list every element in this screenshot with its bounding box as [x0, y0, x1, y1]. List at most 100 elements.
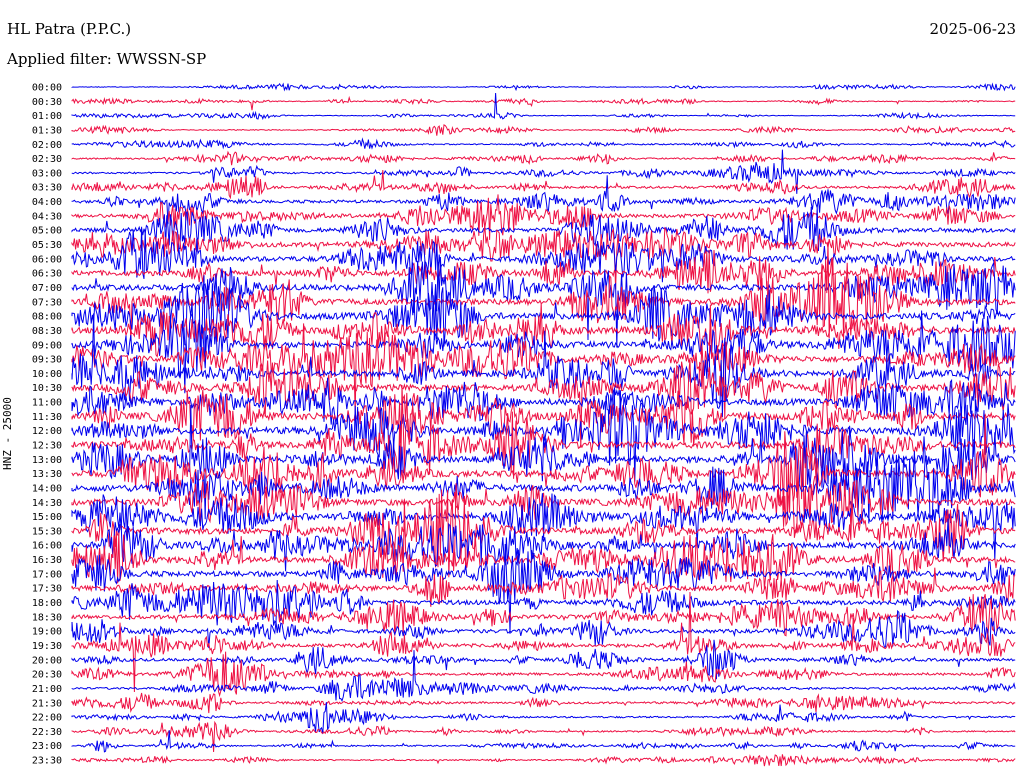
time-tick-label: 14:30 — [32, 498, 62, 509]
trace-row — [71, 310, 1016, 394]
time-tick-label: 12:30 — [32, 441, 62, 452]
time-tick-label: 01:30 — [32, 125, 62, 136]
trace-row — [71, 543, 1016, 634]
time-tick-label: 06:30 — [32, 269, 62, 280]
time-tick-label: 20:00 — [32, 655, 62, 666]
time-tick-label: 04:00 — [32, 197, 62, 208]
trace-row — [71, 206, 1016, 252]
trace-row — [71, 692, 1016, 714]
trace-row — [71, 124, 1016, 136]
trace-row — [71, 651, 1016, 698]
trace-row — [71, 377, 1016, 425]
time-tick-label: 11:00 — [32, 398, 62, 409]
date-label: 2025-06-23 — [929, 20, 1016, 38]
trace-row — [71, 493, 1016, 560]
time-tick-label: 16:00 — [32, 541, 62, 552]
time-tick-label: 17:30 — [32, 584, 62, 595]
time-tick-label: 15:00 — [32, 512, 62, 523]
station-title: HL Patra (P.P.C.) — [7, 20, 132, 38]
time-tick-label: 03:30 — [32, 183, 62, 194]
time-tick-label: 02:00 — [32, 140, 62, 151]
trace-row — [71, 730, 1016, 753]
trace-row — [71, 241, 1016, 342]
trace-row — [71, 194, 1016, 240]
time-tick-label: 22:30 — [32, 727, 62, 738]
time-tick-label: 08:30 — [32, 326, 62, 337]
trace-row — [71, 416, 1016, 517]
time-tick-label: 15:30 — [32, 526, 62, 537]
time-tick-label: 14:00 — [32, 483, 62, 494]
time-tick-label: 10:00 — [32, 369, 62, 380]
time-tick-label: 16:30 — [32, 555, 62, 566]
trace-row — [71, 304, 1016, 420]
time-tick-label: 09:00 — [32, 340, 62, 351]
trace-row — [71, 451, 1016, 524]
trace-row — [71, 175, 1016, 225]
time-tick-label: 08:00 — [32, 312, 62, 323]
time-tick-label: 07:00 — [32, 283, 62, 294]
time-tick-label: 00:00 — [32, 83, 62, 94]
time-tick-label: 19:30 — [32, 641, 62, 652]
time-tick-label: 17:00 — [32, 569, 62, 580]
trace-row — [71, 754, 1016, 767]
filter-label: Applied filter: WWSSN-SP — [7, 50, 207, 68]
trace-row — [71, 389, 1016, 447]
time-tick-label: 21:00 — [32, 684, 62, 695]
trace-row — [71, 82, 1016, 92]
time-tick-label: 01:00 — [32, 111, 62, 122]
time-tick-label: 02:30 — [32, 154, 62, 165]
trace-row — [71, 591, 1016, 693]
trace-row — [71, 720, 1016, 753]
trace-row — [71, 137, 1016, 150]
trace-row — [71, 609, 1016, 649]
trace-row — [71, 388, 1016, 482]
time-tick-label: 09:30 — [32, 355, 62, 366]
trace-row — [71, 593, 1016, 640]
time-tick-label: 23:00 — [32, 741, 62, 752]
time-tick-label: 21:30 — [32, 698, 62, 709]
time-tick-label: 05:00 — [32, 226, 62, 237]
time-tick-label: 22:00 — [32, 713, 62, 724]
time-tick-label: 20:30 — [32, 670, 62, 681]
trace-row — [71, 639, 1016, 680]
time-tick-label: 19:00 — [32, 627, 62, 638]
time-tick-label: 13:00 — [32, 455, 62, 466]
trace-row — [71, 92, 1016, 120]
time-tick-label: 00:30 — [32, 97, 62, 108]
trace-row — [71, 404, 1016, 520]
trace-row — [71, 499, 1016, 590]
time-tick-label: 03:00 — [32, 168, 62, 179]
trace-row — [71, 150, 1016, 166]
trace-row — [71, 702, 1016, 735]
trace-row — [71, 384, 1016, 479]
time-tick-label: 10:30 — [32, 383, 62, 394]
trace-row — [71, 359, 1016, 448]
trace-row — [71, 518, 1016, 572]
seismic-traces — [71, 82, 1016, 767]
trace-row — [71, 224, 1016, 290]
trace-row — [71, 226, 1016, 283]
trace-row — [71, 483, 1016, 578]
trace-row — [71, 579, 1016, 626]
trace-row — [71, 302, 1016, 358]
time-tick-label: 12:00 — [32, 426, 62, 437]
time-tick-label: 23:30 — [32, 756, 62, 767]
trace-row — [71, 149, 1016, 194]
time-tick-label: 18:30 — [32, 612, 62, 623]
trace-row — [71, 313, 1016, 418]
time-tick-label: 04:30 — [32, 211, 62, 222]
time-tick-label: 05:30 — [32, 240, 62, 251]
time-tick-labels: 00:00 00:30 01:00 01:30 02:00 02:30 03:00 03:30… — [32, 83, 62, 767]
trace-row — [71, 567, 1016, 607]
trace-row — [71, 95, 1016, 111]
time-tick-label: 07:30 — [32, 297, 62, 308]
trace-row — [71, 469, 1016, 538]
time-tick-label: 18:00 — [32, 598, 62, 609]
time-tick-label: 06:00 — [32, 254, 62, 265]
time-tick-label: 11:30 — [32, 412, 62, 423]
time-tick-label: 13:30 — [32, 469, 62, 480]
trace-row — [71, 650, 1016, 702]
trace-row — [71, 169, 1016, 200]
trace-row — [71, 275, 1016, 364]
